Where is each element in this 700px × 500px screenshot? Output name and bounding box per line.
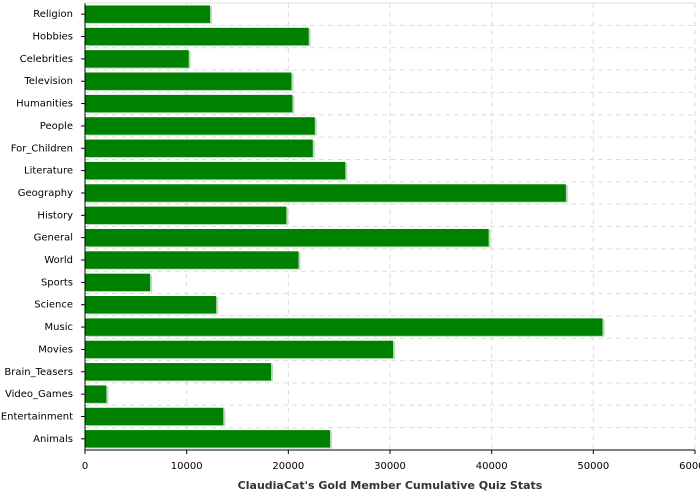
bar: [85, 72, 292, 90]
x-tick-label: 30000: [374, 461, 406, 472]
y-tick-label: Movies: [38, 344, 73, 355]
x-tick-label: 40000: [476, 461, 508, 472]
y-tick-label: Video_Games: [5, 389, 73, 400]
x-tick-label: 20000: [272, 461, 304, 472]
bar: [85, 251, 299, 269]
bar: [85, 50, 189, 68]
y-tick-label: Humanities: [16, 99, 73, 110]
y-tick-label: Hobbies: [33, 32, 73, 43]
bar: [85, 318, 603, 336]
bar: [85, 407, 224, 426]
y-tick-label: Religion: [33, 9, 73, 20]
bar: [85, 184, 566, 202]
y-tick-label: History: [37, 210, 73, 221]
y-tick-label: Entertainment: [1, 411, 73, 422]
x-tick-label: 60000: [679, 461, 700, 472]
bar: [85, 430, 331, 448]
bar: [85, 5, 211, 23]
bar: [85, 117, 315, 135]
bar: [85, 273, 151, 292]
y-tick-label: Sports: [41, 277, 73, 288]
bar: [85, 206, 287, 225]
y-tick-label: World: [44, 255, 73, 266]
y-tick-label: For_Children: [11, 143, 73, 154]
y-tick-label: General: [34, 233, 73, 244]
bar: [85, 340, 394, 359]
y-tick-label: Geography: [18, 188, 73, 199]
bar: [85, 27, 309, 46]
y-tick-label: Literature: [24, 166, 73, 177]
bar: [85, 385, 107, 403]
y-tick-label: Celebrities: [20, 54, 73, 65]
x-tick-label: 10000: [171, 461, 203, 472]
x-tick-label: 50000: [577, 461, 609, 472]
y-tick-label: Television: [23, 76, 73, 87]
bar: [85, 94, 293, 113]
y-tick-label: Brain_Teasers: [4, 367, 73, 378]
y-tick-label: Music: [45, 322, 73, 333]
bar: [85, 296, 217, 314]
y-tick-label: Animals: [33, 434, 73, 445]
bar: [85, 161, 346, 180]
bar: [85, 363, 272, 381]
y-tick-label: People: [40, 121, 73, 132]
bar: [85, 228, 489, 247]
bar: [85, 139, 313, 157]
x-tick-label: 0: [82, 461, 88, 472]
y-tick-label: Science: [34, 300, 73, 311]
x-axis-title: ClaudiaCat's Gold Member Cumulative Quiz…: [238, 479, 543, 492]
